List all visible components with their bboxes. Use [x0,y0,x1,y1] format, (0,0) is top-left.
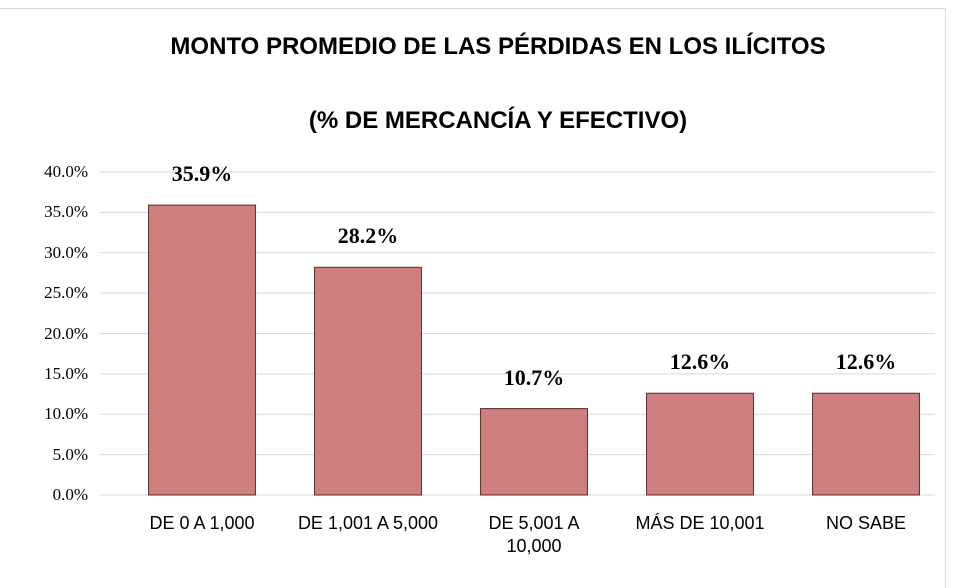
x-tick-label: MÁS DE 10,001 [635,513,765,533]
plot [100,171,935,496]
chart-title: MONTO PROMEDIO DE LAS PÉRDIDAS EN LOS IL… [170,33,826,60]
x-tick-label: NO SABE [825,513,907,533]
y-tick-label: 0.0% [52,485,88,504]
bar [314,266,422,496]
chart-subtitle: (% DE MERCANCÍA Y EFECTIVO) [308,107,688,134]
bar [480,408,588,496]
data-label: 12.6% [669,349,731,375]
chart-frame [0,8,946,588]
y-tick-label: 10.0% [44,404,88,424]
y-tick-label: 30.0% [44,242,88,262]
x-tick-label: DE 5,001 A 10,000 [488,513,580,556]
y-tick-label: 15.0% [44,363,88,383]
data-label: 28.2% [337,223,399,249]
y-tick-label: 20.0% [44,323,88,343]
y-tick-label: 35.0% [44,202,88,222]
data-label: 35.9% [171,161,233,187]
chart: MONTO PROMEDIO DE LAS PÉRDIDAS EN LOS IL… [0,8,946,588]
bar [148,204,256,496]
y-tick-label: 5.0% [52,444,88,464]
x-tick-label: DE 0 A 1,000 [149,513,255,533]
data-label: 10.7% [503,364,565,390]
data-label: 12.6% [835,349,897,375]
bar [646,392,754,496]
y-tick-label: 25.0% [44,283,88,303]
x-tick-label: DE 1,001 A 5,000 [297,513,439,533]
bar [812,392,920,496]
y-tick-label: 40.0% [44,162,88,181]
